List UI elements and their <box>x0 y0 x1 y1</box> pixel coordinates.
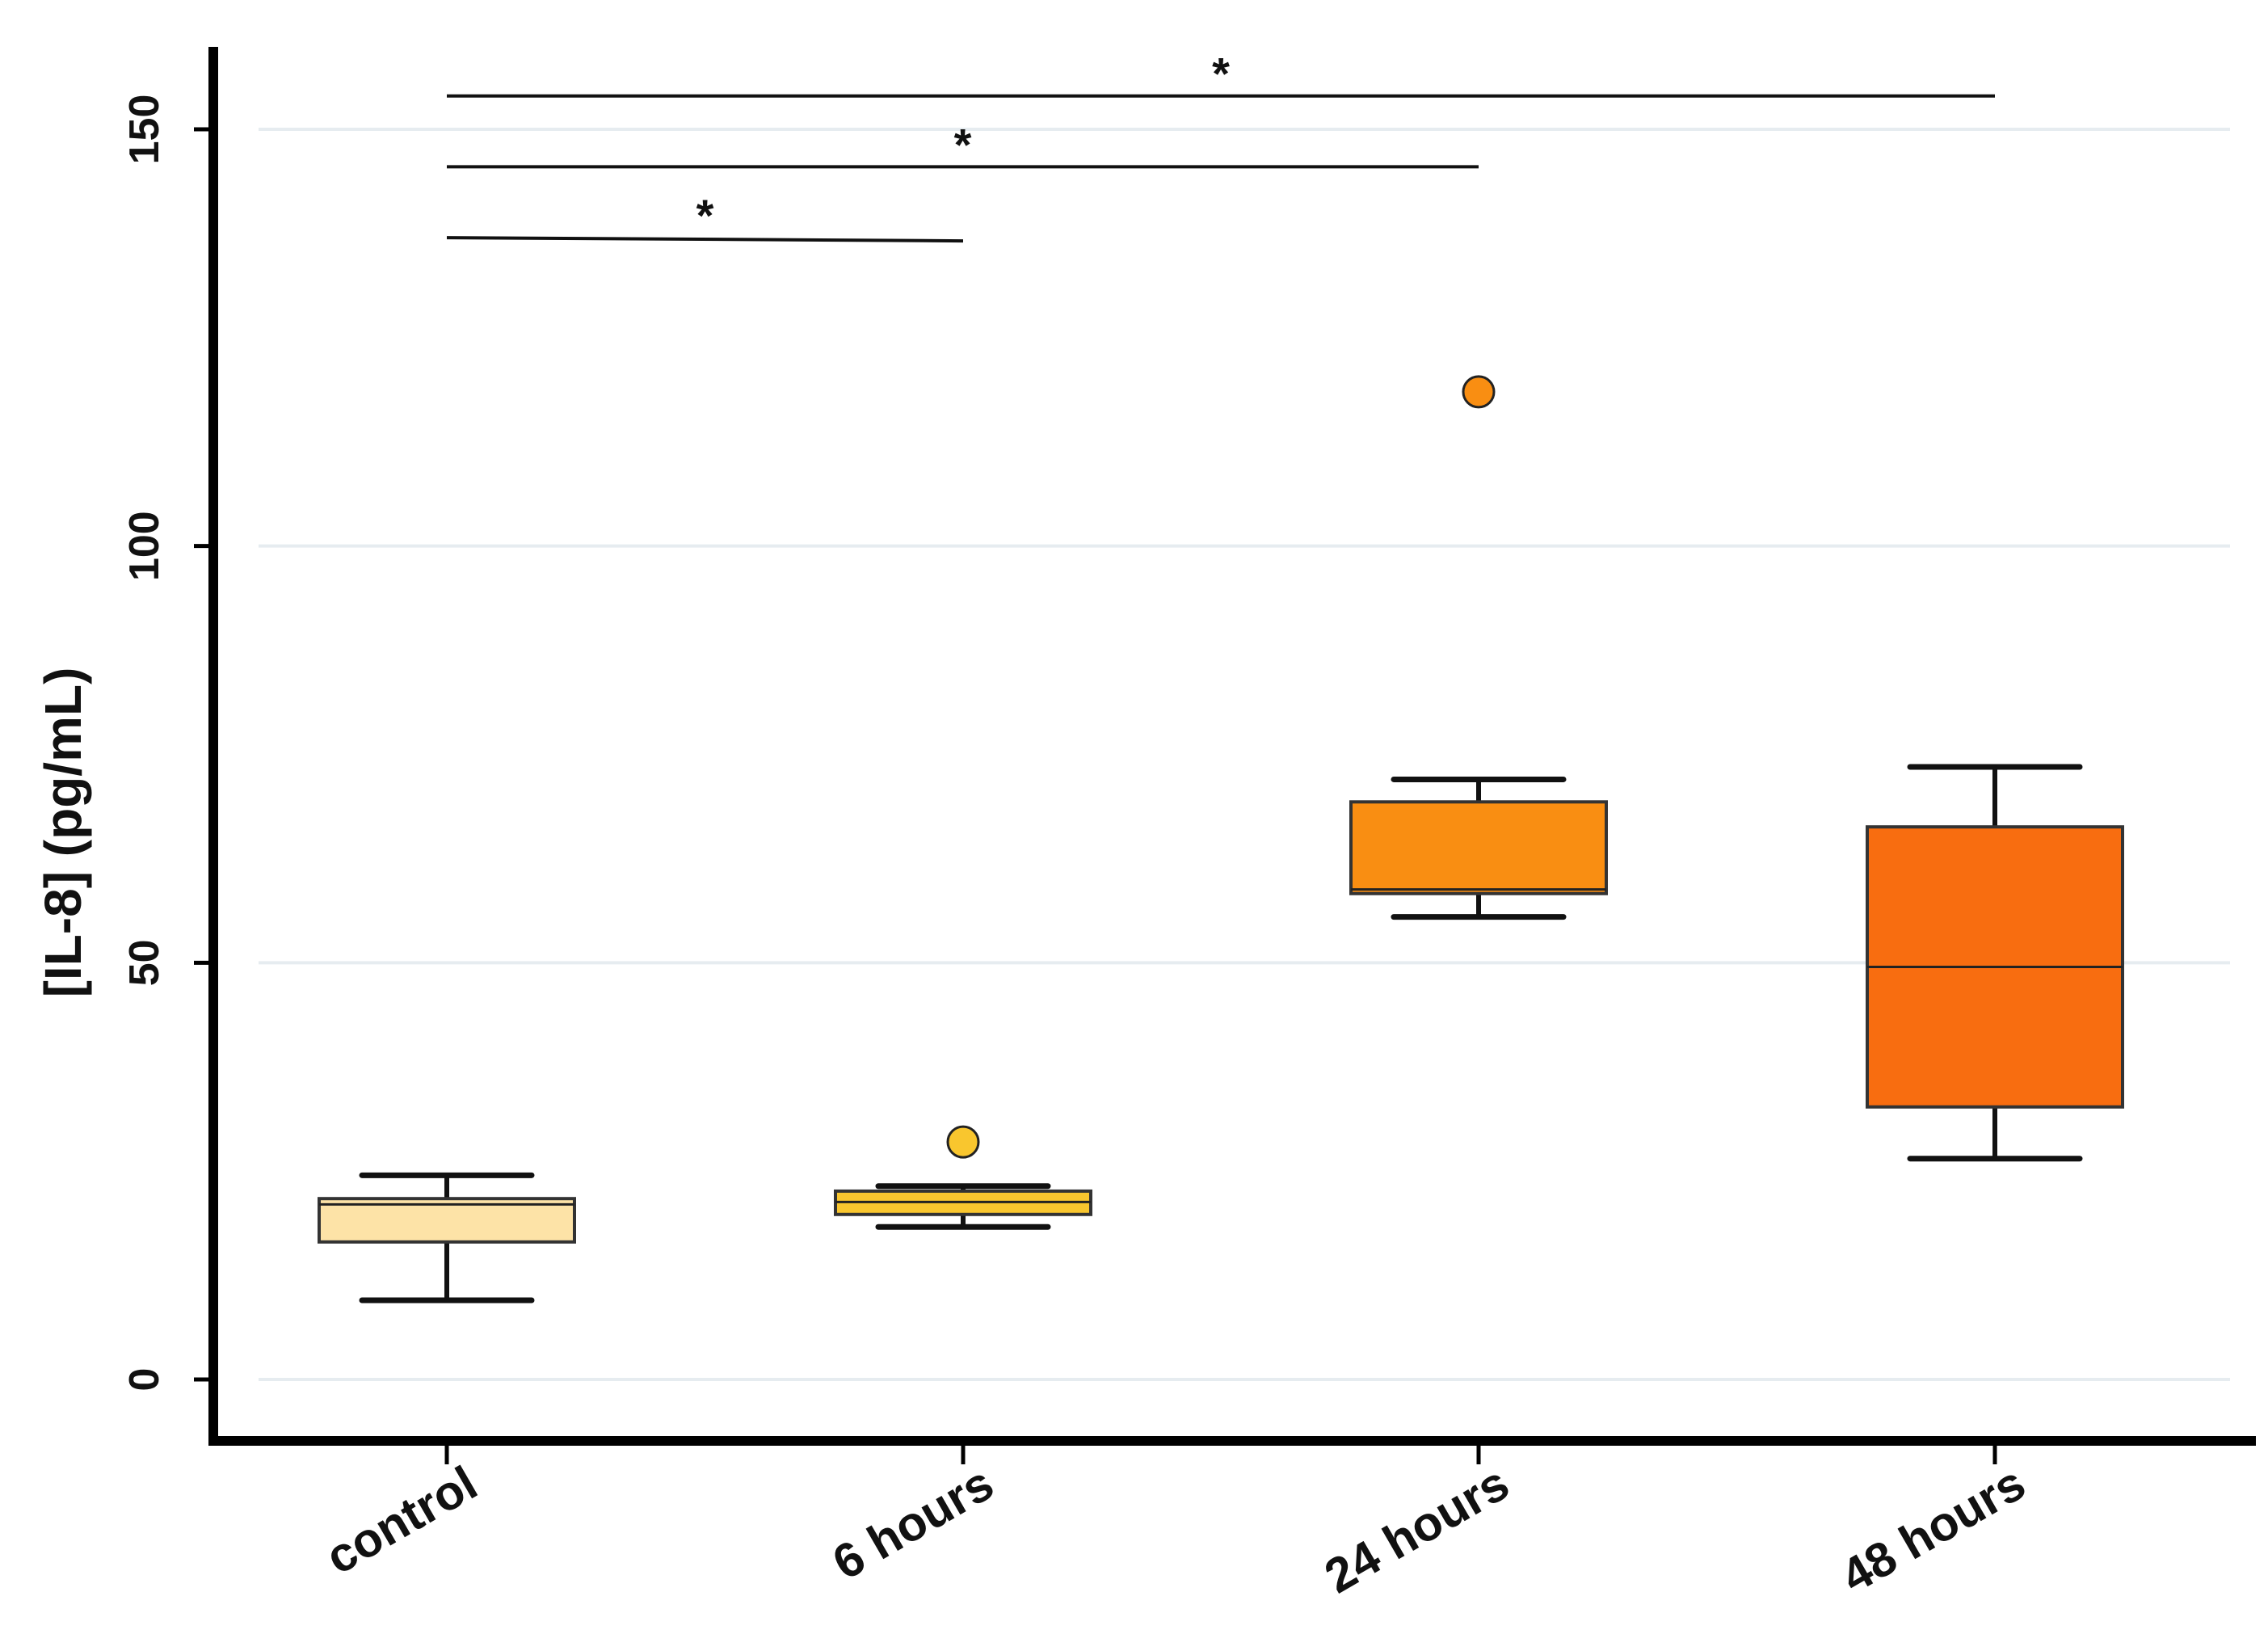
x-tick-label-0: control <box>317 1455 486 1585</box>
outlier-point-0 <box>946 1125 980 1159</box>
box-group-1 <box>834 1125 1092 1230</box>
box-iqr <box>1349 800 1608 895</box>
y-tick-label-0: 0 <box>121 1368 168 1392</box>
significance-brackets: * * * <box>446 48 1995 243</box>
significance-star-1: * <box>954 119 972 170</box>
axes <box>208 47 2256 1446</box>
gridlines <box>259 128 2230 1381</box>
box-group-2 <box>1349 375 1608 920</box>
y-ticks: 0 50 100 150 <box>121 95 213 1392</box>
significance-star-0: * <box>696 190 714 241</box>
y-tick-label-100: 100 <box>121 511 168 581</box>
boxes <box>318 375 2124 1304</box>
x-tick-label-2: 24 hours <box>1315 1455 1517 1603</box>
x-tick-label-1: 6 hours <box>823 1455 1002 1590</box>
outlier-point-0 <box>1462 375 1496 409</box>
x-tick-label-3: 48 hours <box>1832 1455 2034 1603</box>
significance-line-0 <box>446 236 964 243</box>
significance-star-2: * <box>1212 48 1230 99</box>
y-axis-title: [IL-8] (pg/mL) <box>34 668 92 998</box>
box-group-3 <box>1866 764 2124 1162</box>
box-group-0 <box>318 1172 576 1304</box>
x-ticks: control 6 hours 24 hours 48 hours <box>317 1441 2034 1603</box>
box-iqr <box>318 1197 576 1244</box>
y-tick-label-150: 150 <box>121 95 168 165</box>
y-tick-label-50: 50 <box>121 939 168 986</box>
